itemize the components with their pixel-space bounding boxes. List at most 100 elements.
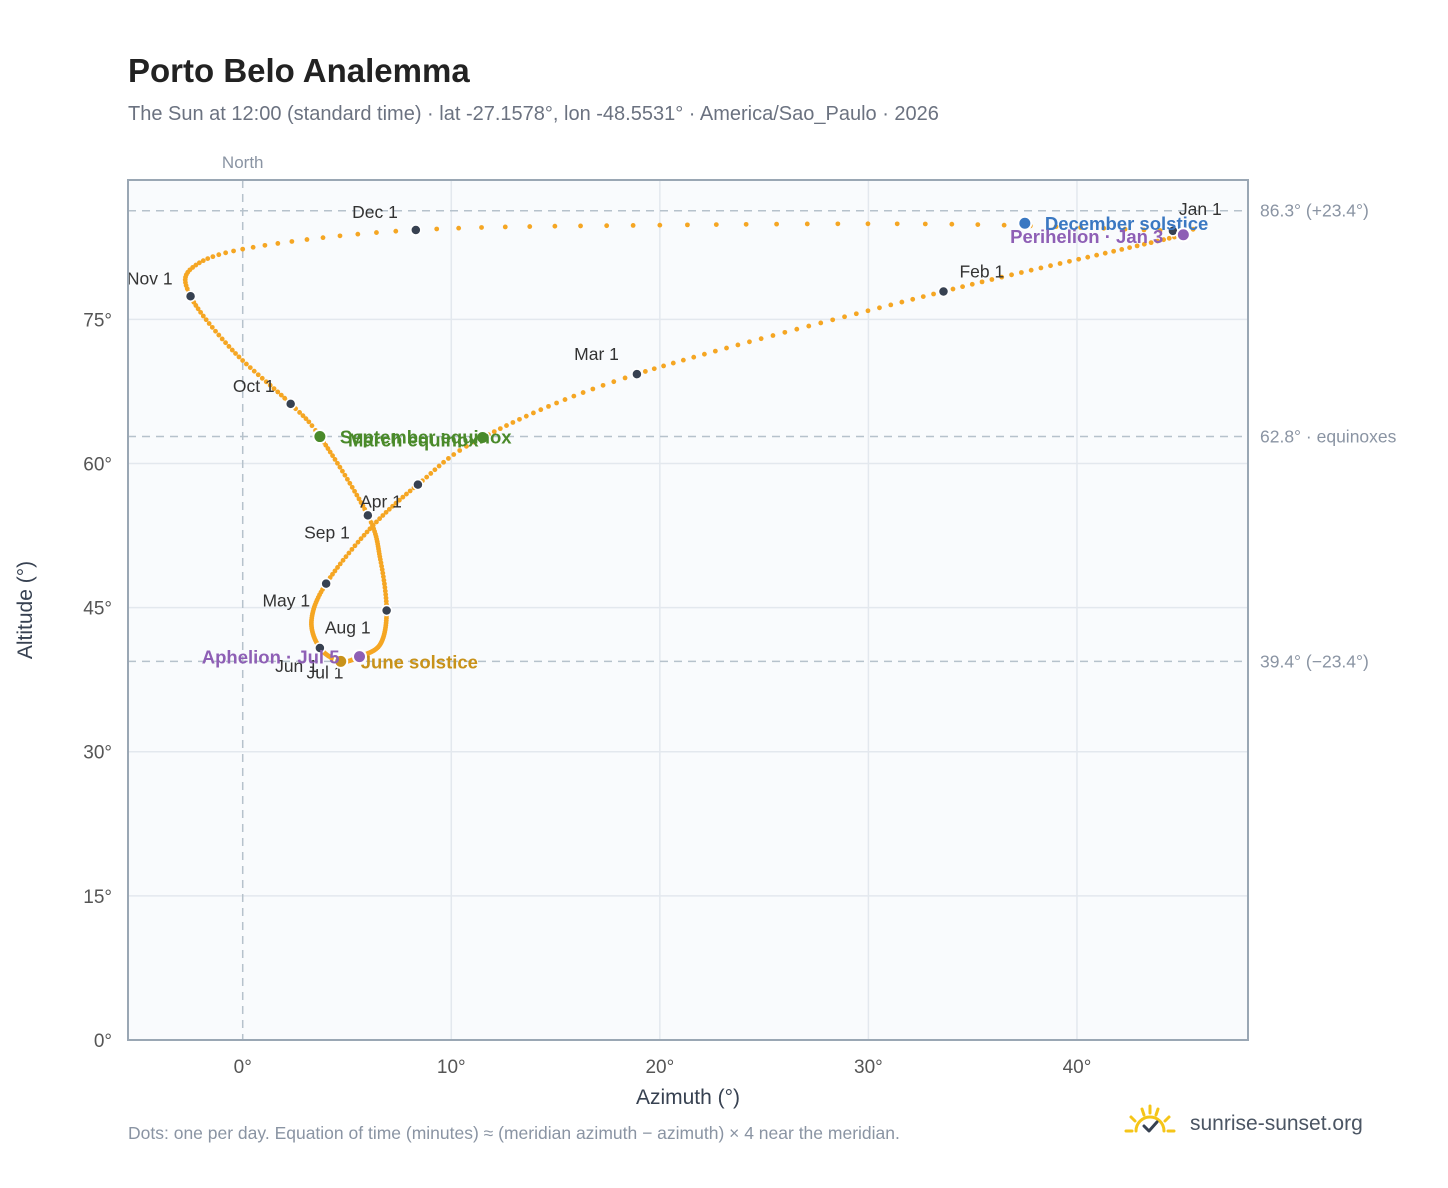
daily-dot	[250, 244, 256, 250]
y-tick-label: 30°	[83, 743, 112, 764]
daily-dot	[651, 366, 657, 372]
daily-dot	[342, 472, 348, 478]
daily-dot	[910, 296, 916, 302]
month-label: Jan 1	[1179, 199, 1222, 219]
daily-dot	[255, 372, 261, 378]
daily-dot	[670, 360, 676, 366]
daily-dot	[355, 231, 361, 237]
daily-dot	[382, 588, 388, 594]
daily-dot	[200, 258, 206, 264]
daily-dot	[691, 354, 697, 360]
daily-dot	[888, 302, 894, 308]
daily-dot	[386, 506, 392, 512]
daily-dot	[358, 500, 364, 505]
brand-link[interactable]: sunrise-sunset.org	[1120, 1100, 1390, 1148]
daily-dot	[382, 585, 388, 590]
daily-dot	[383, 509, 389, 515]
daily-dot	[337, 561, 343, 567]
daily-dot	[712, 348, 718, 354]
event-marker	[312, 429, 328, 445]
daily-dot	[223, 250, 229, 256]
daily-dot	[1038, 265, 1044, 271]
daily-dot	[504, 423, 509, 428]
daily-dot	[735, 342, 741, 348]
chart-title: Porto Belo Analemma	[128, 52, 470, 89]
daily-dot	[818, 320, 824, 326]
daily-dot	[611, 379, 617, 385]
north-label: North	[222, 153, 264, 172]
daily-dot	[1085, 254, 1091, 260]
month-marker	[937, 285, 950, 298]
reference-label: 86.3° (+23.4°)	[1260, 201, 1369, 221]
daily-dot	[1102, 250, 1108, 256]
daily-dot	[1157, 228, 1163, 233]
daily-dot	[400, 494, 406, 500]
daily-dot	[538, 407, 544, 413]
daily-dot	[381, 577, 387, 583]
daily-dot	[271, 386, 277, 392]
month-label: Sep 1	[304, 522, 350, 542]
daily-dot	[464, 443, 469, 449]
daily-dot	[865, 308, 871, 314]
daily-dot	[774, 221, 779, 227]
month-label: Dec 1	[352, 202, 398, 222]
daily-dot	[380, 574, 386, 580]
daily-dot	[231, 248, 236, 254]
daily-dot	[320, 235, 326, 241]
daily-dot	[580, 390, 586, 395]
daily-dot	[931, 291, 936, 297]
event-marker	[1017, 215, 1033, 231]
daily-dot	[240, 358, 246, 363]
daily-dot	[404, 491, 409, 497]
daily-dot	[1078, 225, 1084, 230]
daily-dot	[355, 539, 361, 545]
daily-dot	[332, 568, 338, 574]
daily-dot	[1101, 225, 1107, 231]
daily-dot	[1028, 267, 1034, 273]
daily-dot	[361, 532, 367, 538]
daily-dot	[347, 480, 353, 486]
daily-dot	[219, 336, 225, 342]
daily-dot	[195, 306, 201, 312]
daily-dot	[196, 260, 202, 266]
daily-dot	[432, 467, 438, 473]
daily-dot	[1009, 272, 1014, 278]
daily-dot	[340, 557, 346, 563]
month-marker	[284, 398, 297, 410]
daily-dot	[497, 426, 503, 432]
daily-dot	[724, 345, 729, 351]
daily-dot	[661, 363, 666, 369]
daily-dot	[205, 256, 211, 262]
daily-dot	[680, 357, 686, 363]
daily-dot	[1111, 248, 1117, 254]
daily-dot	[1018, 270, 1024, 275]
daily-dot	[527, 224, 533, 229]
daily-dot	[899, 299, 905, 305]
chart-subtitle: The Sun at 12:00 (standard time) · lat -…	[128, 103, 939, 125]
daily-dot	[517, 416, 522, 422]
daily-dot	[999, 274, 1005, 280]
daily-dot	[657, 222, 663, 228]
daily-dot	[210, 254, 216, 260]
daily-dot	[335, 565, 340, 570]
daily-dot	[865, 221, 871, 227]
daily-dot	[335, 460, 340, 466]
daily-dot	[209, 324, 215, 330]
daily-dot	[236, 354, 242, 360]
daily-dot	[278, 392, 284, 398]
daily-dot	[949, 221, 955, 227]
month-marker	[314, 642, 326, 654]
daily-dot	[446, 456, 451, 461]
daily-dot	[200, 313, 206, 319]
daily-dot	[349, 484, 355, 490]
daily-dot	[1067, 258, 1072, 264]
daily-dot	[1155, 238, 1160, 244]
daily-dot	[300, 413, 306, 419]
daily-dot	[358, 536, 364, 542]
daily-dot	[1001, 222, 1007, 228]
daily-dot	[853, 311, 859, 317]
daily-dot	[457, 448, 463, 453]
daily-dot	[343, 554, 349, 560]
daily-dot	[349, 546, 355, 552]
month-label: Jul 1	[307, 663, 344, 683]
